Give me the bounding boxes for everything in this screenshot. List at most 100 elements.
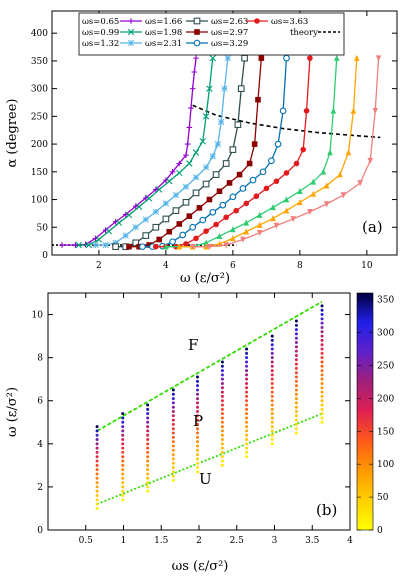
scatter-point bbox=[245, 394, 249, 398]
scatter-point bbox=[245, 377, 249, 381]
data-point bbox=[310, 178, 317, 185]
data-point bbox=[256, 221, 263, 228]
data-point bbox=[241, 54, 248, 62]
scatter-point bbox=[121, 450, 125, 454]
scatter-point bbox=[294, 362, 298, 366]
scatter-point bbox=[270, 425, 274, 429]
scatter-point bbox=[95, 498, 99, 502]
scatter-point bbox=[245, 347, 249, 351]
scatter-point bbox=[95, 489, 99, 493]
y-tick-label: 0 bbox=[42, 251, 48, 261]
data-point bbox=[142, 195, 149, 201]
scatter-point bbox=[121, 485, 125, 489]
colorbar-ticks: 0 50 100 150 200 250 300 350 bbox=[357, 296, 394, 536]
data-point bbox=[188, 105, 194, 111]
scatter-point bbox=[294, 323, 298, 327]
scatter-point bbox=[171, 453, 175, 457]
legend-label: ωs=1.98 bbox=[145, 28, 182, 38]
scatter-point bbox=[294, 422, 298, 426]
legend-marker bbox=[127, 39, 135, 47]
region-u-label: U bbox=[199, 470, 212, 488]
scatter-point bbox=[195, 431, 199, 435]
data-point bbox=[186, 124, 193, 131]
scatter-point bbox=[270, 429, 274, 433]
region-p-label: P bbox=[193, 412, 203, 430]
series-line bbox=[115, 58, 246, 248]
scatter-point bbox=[270, 356, 274, 360]
data-point bbox=[189, 85, 196, 92]
data-point bbox=[105, 227, 113, 235]
data-point bbox=[237, 85, 245, 92]
scatter-point bbox=[245, 381, 249, 385]
y-tick-label: 150 bbox=[31, 168, 48, 178]
series-6 bbox=[112, 54, 248, 251]
scatter-point bbox=[95, 506, 99, 510]
scatter-point bbox=[171, 392, 175, 396]
scatter-point bbox=[146, 429, 150, 433]
data-point bbox=[372, 108, 379, 115]
data-point bbox=[253, 193, 260, 200]
data-point bbox=[256, 211, 263, 218]
scatter-point bbox=[171, 461, 175, 465]
panel-a-xlabel: ω (ε/σ²) bbox=[180, 271, 230, 286]
legend-theory-label: theory bbox=[290, 28, 318, 38]
data-point bbox=[202, 164, 210, 171]
scatter-point bbox=[245, 429, 249, 433]
scatter-point bbox=[146, 489, 150, 493]
scatter-point bbox=[220, 394, 224, 398]
scatter-point bbox=[245, 455, 249, 459]
legend-label: ωs=1.32 bbox=[82, 39, 119, 49]
data-point bbox=[182, 198, 190, 206]
data-point bbox=[263, 185, 270, 192]
data-point bbox=[307, 55, 313, 61]
y-tick-label: 50 bbox=[37, 223, 49, 233]
data-point bbox=[132, 224, 139, 231]
series-line bbox=[62, 58, 197, 246]
data-point bbox=[240, 236, 246, 243]
data-point bbox=[290, 216, 296, 223]
scatter-point bbox=[294, 366, 298, 370]
scatter-point bbox=[121, 455, 125, 459]
data-point bbox=[206, 243, 213, 250]
scatter-point bbox=[220, 403, 224, 407]
scatter-point bbox=[320, 403, 324, 407]
colorbar-tick-label: 200 bbox=[377, 394, 394, 404]
data-point bbox=[169, 169, 176, 175]
scatter-point bbox=[294, 427, 298, 431]
data-point bbox=[283, 196, 290, 203]
scatter-point bbox=[270, 360, 274, 364]
scatter-point bbox=[146, 472, 150, 476]
scatter-point bbox=[294, 353, 298, 357]
scatter-point bbox=[270, 403, 274, 407]
data-point bbox=[221, 85, 228, 92]
data-point bbox=[273, 178, 280, 185]
scatter-point bbox=[220, 459, 224, 463]
data-point bbox=[176, 169, 183, 177]
scatter-point bbox=[320, 308, 324, 312]
scatter-point bbox=[220, 364, 224, 368]
scatter-point bbox=[171, 440, 175, 444]
scatter-point bbox=[171, 457, 175, 461]
scatter-point bbox=[220, 455, 224, 459]
colorbar-tick-label: 300 bbox=[377, 329, 394, 339]
legend-label: ωs=2.63 bbox=[211, 17, 248, 27]
x-tick-label: 2.5 bbox=[230, 536, 245, 546]
data-point bbox=[330, 107, 337, 114]
colorbar-tick-label: 0 bbox=[377, 526, 383, 536]
data-point bbox=[153, 186, 159, 193]
scatter-point bbox=[121, 420, 125, 424]
scatter-point bbox=[220, 420, 224, 424]
series-12 bbox=[189, 55, 382, 250]
scatter-point bbox=[121, 412, 125, 416]
scatter-point bbox=[195, 461, 199, 465]
scatter-point bbox=[171, 478, 175, 482]
scatter-point bbox=[320, 325, 324, 329]
panel-b-xlabel: ωs (ε/σ²) bbox=[172, 559, 229, 574]
scatter-point bbox=[121, 498, 125, 502]
data-point bbox=[223, 242, 229, 249]
scatter-point bbox=[320, 381, 324, 385]
data-point bbox=[156, 236, 162, 243]
scatter-point bbox=[171, 427, 175, 431]
scatter-point bbox=[270, 412, 274, 416]
y-tick-label: 2 bbox=[37, 483, 43, 493]
